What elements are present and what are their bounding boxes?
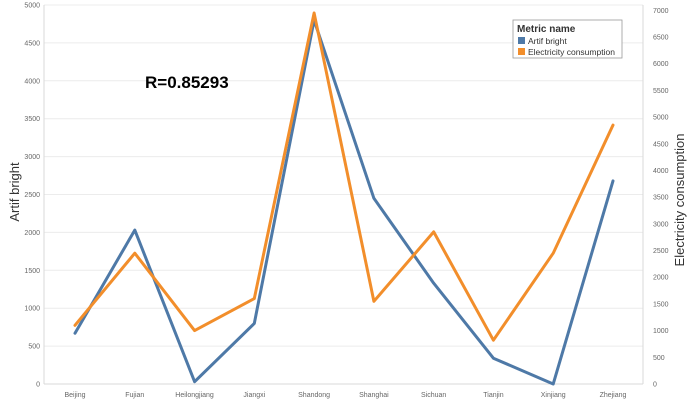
legend-box	[512, 19, 623, 59]
data-point-electricity-consumption	[312, 11, 316, 15]
x-tick-label: Jiangxi	[243, 392, 265, 399]
data-point-artif-bright	[492, 357, 495, 360]
right-y-tick-label: 0	[653, 382, 657, 389]
right-y-tick-label: 4500	[653, 141, 669, 148]
right-y-tick-label: 3500	[653, 195, 669, 202]
axes	[43, 5, 644, 385]
right-y-tick-label: 3000	[653, 221, 669, 228]
right-y-tick-label: 1000	[653, 328, 669, 335]
data-point-artif-bright	[73, 332, 77, 335]
correlation-annotation: R=0.85293	[145, 73, 229, 92]
data-point-electricity-consumption	[73, 324, 77, 327]
x-tick-label: Tianjin	[483, 392, 503, 399]
data-point-artif-bright	[372, 197, 376, 200]
data-point-artif-bright	[193, 380, 196, 383]
left-y-tick-label: 4000	[24, 78, 40, 85]
data-point-electricity-consumption	[492, 339, 495, 342]
x-tick-label: Xinjiang	[541, 392, 566, 399]
legend-swatch-electricity-consumption	[518, 48, 525, 55]
x-tick-label: Heilongjiang	[175, 392, 214, 399]
right-y-tick-label: 6000	[653, 61, 669, 68]
right-y-tick-labels: 0 500 1000 1500 2000 2500 3000 3500 4000 4500 5000…	[653, 8, 669, 389]
data-point-electricity-consumption	[552, 252, 555, 255]
x-tick-label: Shandong	[298, 392, 330, 399]
legend: Metric name Artif bright Electricity con…	[512, 19, 623, 59]
series-line-electricity-consumption	[73, 11, 615, 342]
x-tick-label: Beijing	[64, 392, 85, 399]
left-y-tick-label: 2500	[24, 192, 40, 199]
legend-label-artif-bright: Artif bright	[528, 36, 567, 46]
left-y-tick-labels: 0 500 1000 1500 2000 2500 3000 3500 4000 4500 5000	[24, 3, 40, 389]
data-point-artif-bright	[432, 281, 435, 285]
left-y-tick-label: 2000	[24, 230, 40, 237]
data-point-artif-bright	[552, 382, 555, 386]
right-y-axis-title: Electricity consumption	[672, 134, 687, 267]
left-y-tick-label: 500	[28, 344, 40, 351]
right-y-tick-label: 5000	[653, 115, 669, 122]
data-point-electricity-consumption	[193, 329, 196, 332]
right-y-tick-label: 6500	[653, 35, 669, 42]
data-point-electricity-consumption	[253, 297, 256, 300]
left-y-tick-label: 0	[36, 382, 40, 389]
x-tick-label: Shanghai	[359, 392, 389, 399]
data-point-electricity-consumption	[372, 300, 376, 303]
data-point-electricity-consumption	[432, 230, 435, 234]
right-y-tick-label: 4000	[653, 168, 669, 175]
data-point-electricity-consumption	[611, 123, 615, 127]
series-lines	[73, 11, 615, 386]
legend-swatch-artif-bright	[518, 37, 525, 44]
legend-label-electricity-consumption: Electricity consumption	[528, 47, 615, 57]
x-tick-label: Fujian	[125, 392, 144, 399]
gridlines	[44, 4, 643, 385]
x-tick-label: Sichuan	[421, 392, 446, 399]
data-point-artif-bright	[253, 322, 256, 325]
right-y-tick-label: 7000	[653, 8, 669, 15]
x-tick-labels: Beijing Fujian Heilongjiang Jiangxi Shandong…	[64, 392, 626, 399]
legend-title: Metric name	[517, 24, 576, 35]
left-y-tick-label: 3000	[24, 154, 40, 161]
left-y-tick-label: 1500	[24, 268, 40, 275]
left-y-axis-title: Artif bright	[7, 162, 22, 222]
right-y-tick-label: 2500	[653, 248, 669, 255]
data-point-artif-bright	[611, 179, 615, 183]
right-y-tick-label: 1500	[653, 301, 669, 308]
right-y-tick-label: 500	[653, 355, 665, 362]
right-y-tick-label: 5500	[653, 88, 669, 95]
left-y-tick-label: 5000	[24, 3, 40, 10]
series-line-artif-bright	[73, 18, 615, 386]
data-point-electricity-consumption	[133, 252, 136, 255]
left-y-tick-label: 4500	[24, 40, 40, 47]
x-tick-label: Zhejiang	[600, 392, 627, 399]
right-y-tick-label: 2000	[653, 275, 669, 282]
left-y-tick-label: 1000	[24, 306, 40, 313]
left-y-tick-label: 3500	[24, 116, 40, 123]
data-point-artif-bright	[133, 228, 136, 232]
